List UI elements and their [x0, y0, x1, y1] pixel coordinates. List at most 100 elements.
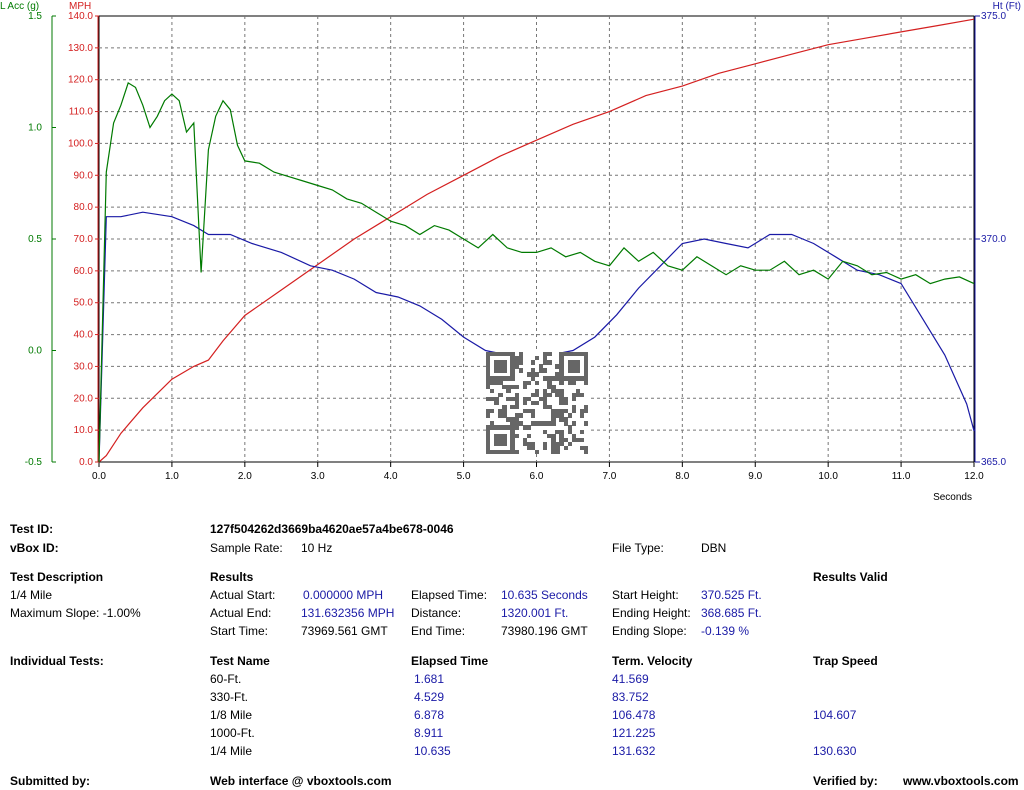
qr-module [579, 392, 585, 398]
qr-module [539, 364, 544, 369]
qr-module [486, 425, 491, 430]
qr-module [506, 352, 511, 357]
qr-module [498, 441, 503, 447]
qr-module [559, 396, 564, 402]
qr-module [555, 388, 560, 394]
lateral-accel-series-line [98, 81, 975, 463]
qr-module [510, 384, 515, 389]
qr-module [559, 400, 564, 406]
qr-module [514, 392, 519, 398]
qr-module [506, 396, 511, 402]
qr-module [534, 449, 540, 455]
qr-module [494, 441, 499, 447]
qr-module [547, 376, 552, 381]
qr-module [530, 445, 536, 451]
qr-module [522, 425, 528, 430]
qr-module [494, 380, 499, 385]
qr-module [571, 380, 577, 385]
speed-series-line [98, 18, 975, 463]
qr-module [494, 368, 499, 373]
height-tick-label: 370.0 [981, 234, 1006, 245]
qr-module [526, 433, 532, 438]
qr-module [514, 433, 519, 438]
qr-module [526, 425, 532, 430]
qr-module [571, 396, 577, 402]
qr-module [522, 441, 528, 447]
qr-module [494, 396, 499, 402]
actual-end-label: Actual End: [210, 606, 272, 620]
qr-module [502, 441, 507, 447]
qr-module [583, 405, 589, 410]
qr-module [563, 409, 568, 414]
qr-module [510, 445, 515, 451]
qr-module [559, 364, 564, 369]
qr-module [543, 356, 548, 361]
ending-slope-value: -0.139 % [701, 624, 750, 638]
qr-module [543, 445, 548, 451]
qr-module [555, 364, 560, 369]
actual-end-value: 131.632356 MPH [301, 606, 395, 620]
qr-module [490, 396, 495, 402]
qr-module [571, 409, 577, 414]
qr-module [559, 380, 564, 385]
qr-module [559, 360, 564, 365]
height-tick-label: 375.0 [981, 11, 1006, 22]
x-tick-label: 12.0 [964, 471, 984, 482]
test-name-cell: 60-Ft. [210, 672, 242, 686]
vbox-id-label: vBox ID: [10, 541, 59, 555]
qr-module [526, 409, 532, 414]
qr-code [486, 352, 589, 455]
qr-module [530, 413, 536, 418]
qr-module [510, 405, 515, 410]
qr-module [498, 368, 503, 373]
qr-module [534, 388, 540, 394]
qr-module [539, 396, 544, 402]
lacc-tick-label: 1.5 [28, 11, 42, 22]
qr-module [522, 400, 528, 406]
qr-module [502, 360, 507, 365]
test-velocity-cell: 41.569 [612, 672, 649, 686]
qr-module [498, 425, 503, 430]
qr-module [547, 352, 552, 357]
qr-module [514, 421, 519, 426]
qr-module [567, 376, 572, 381]
distance-value: 1320.001 Ft. [501, 606, 569, 620]
qr-module [579, 352, 585, 357]
qr-module [583, 360, 589, 365]
qr-module [563, 352, 568, 357]
qr-module [522, 409, 528, 414]
qr-module [514, 384, 519, 389]
qr-module [506, 376, 511, 381]
qr-module [551, 409, 556, 414]
qr-module [571, 376, 577, 381]
qr-module [583, 409, 589, 414]
qr-module [551, 437, 556, 443]
qr-module [530, 360, 536, 365]
mph-tick-label: 40.0 [74, 330, 94, 341]
qr-module [530, 372, 536, 377]
qr-module [567, 413, 572, 418]
end-time-label: End Time: [411, 624, 466, 638]
qr-module [571, 405, 577, 410]
qr-module [575, 360, 581, 365]
x-tick-label: 9.0 [748, 471, 762, 482]
qr-module [514, 396, 519, 402]
test-elapsed-cell: 1.681 [414, 672, 445, 686]
test-elapsed-cell: 10.635 [414, 744, 451, 758]
test-name-cell: 1000-Ft. [210, 726, 255, 740]
qr-module [522, 437, 528, 443]
qr-module [518, 413, 523, 418]
qr-module [498, 449, 503, 455]
qr-module [583, 364, 589, 369]
qr-module [486, 364, 491, 369]
qr-module [486, 413, 491, 418]
col-trap-speed: Trap Speed [813, 654, 878, 668]
qr-module [494, 352, 499, 357]
qr-module [583, 449, 589, 455]
qr-module [514, 360, 519, 365]
qr-module [563, 421, 568, 426]
qr-module [510, 437, 515, 443]
x-tick-label: 5.0 [457, 471, 471, 482]
qr-module [579, 429, 585, 434]
mph-tick-label: 130.0 [68, 43, 93, 54]
